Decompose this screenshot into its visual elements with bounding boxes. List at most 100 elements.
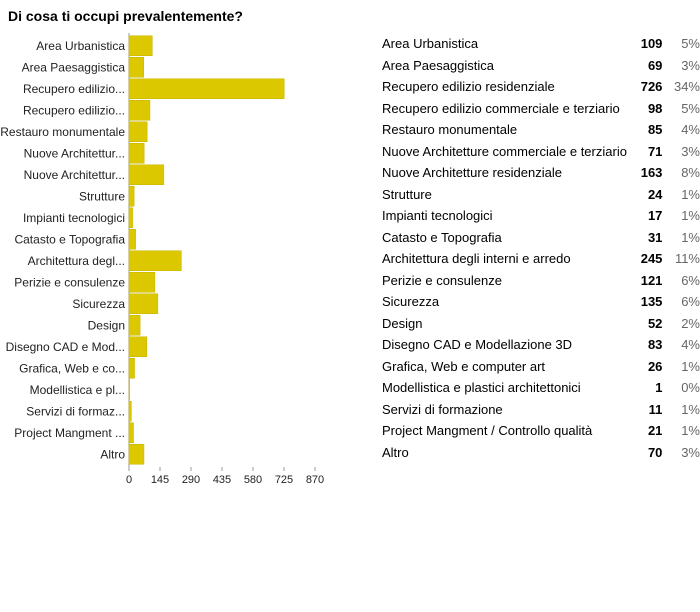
summary-percent: 1%: [681, 358, 700, 374]
x-tick-label: 435: [213, 474, 231, 486]
bar: [128, 336, 147, 357]
bar: [128, 100, 151, 121]
summary-count: 31: [647, 229, 663, 245]
summary-row: Architettura degli interni e arredo 245 11…: [382, 248, 700, 270]
bar-chart: Area Urbanistica Area Paesaggistica Recupe…: [0, 33, 324, 486]
summary-count: 726: [640, 79, 663, 95]
summary-percent: 11%: [674, 251, 700, 267]
bar: [128, 121, 148, 142]
summary-percent: 1%: [681, 423, 700, 439]
summary-row: Recupero edilizio commerciale e terziari…: [382, 98, 700, 120]
summary-category: Impianti tecnologici: [382, 208, 493, 224]
summary-percent: 2%: [681, 315, 700, 331]
summary-row: Altro 70 3%: [382, 442, 700, 464]
bar: [128, 379, 130, 400]
summary-count: 85: [647, 122, 663, 138]
summary-percent: 0%: [681, 380, 700, 396]
summary-row: Nuove Architetture commerciale e terziar…: [382, 141, 700, 163]
summary-percent: 1%: [681, 208, 700, 224]
summary-percent: 5%: [681, 100, 700, 116]
bar: [128, 444, 145, 465]
summary-category: Servizi di formazione: [382, 401, 503, 417]
summary-count: 11: [648, 401, 663, 417]
summary-count: 121: [640, 272, 663, 288]
summary-percent: 8%: [681, 165, 700, 181]
bar: [128, 401, 132, 422]
bar: [128, 78, 285, 99]
summary-row: Strutture 24 1%: [382, 184, 700, 206]
bar: [128, 164, 165, 185]
summary-count: 21: [647, 423, 663, 439]
summary-category: Design: [382, 315, 423, 331]
category-label: Recupero edilizio...: [23, 103, 125, 117]
category-label: Nuove Architettur...: [24, 146, 125, 160]
summary-row: Project Mangment / Controllo qualità 21 1%: [382, 420, 700, 442]
bar: [128, 272, 156, 293]
summary-percent: 1%: [681, 401, 700, 417]
summary-category: Architettura degli interni e arredo: [382, 251, 571, 267]
summary-category: Modellistica e plastici architettonici: [382, 380, 581, 396]
summary-percent: 5%: [681, 36, 700, 52]
summary-category: Grafica, Web e computer art: [382, 358, 546, 374]
chart-title: Di cosa ti occupi prevalentemente?: [8, 8, 243, 24]
category-label: Altro: [100, 447, 125, 461]
summary-category: Perizie e consulenze: [382, 272, 502, 288]
bar: [128, 57, 145, 78]
category-label: Impianti tecnologici: [23, 211, 125, 225]
summary-row: Catasto e Topografia 31 1%: [382, 227, 700, 249]
summary-category: Nuove Architetture commerciale e terziar…: [382, 143, 627, 159]
summary-count: 52: [647, 315, 663, 331]
x-tick-label: 290: [182, 474, 200, 486]
category-label: Strutture: [79, 189, 125, 203]
category-label: Catasto e Topografia: [14, 232, 125, 246]
bar: [128, 35, 153, 56]
category-label: Grafica, Web e co...: [19, 361, 125, 375]
summary-row: Perizie e consulenze 121 6%: [382, 270, 700, 292]
x-tick-label: 580: [244, 474, 262, 486]
bar: [128, 422, 134, 443]
summary-percent: 4%: [681, 122, 700, 138]
x-tick-label: 870: [306, 474, 324, 486]
bar: [128, 358, 135, 379]
summary-category: Area Urbanistica: [382, 36, 479, 52]
summary-table: Area Urbanistica 109 5% Area Paesaggistica 6…: [382, 33, 700, 463]
category-label: Design: [88, 318, 125, 332]
category-label: Nuove Architettur...: [24, 168, 125, 182]
summary-count: 98: [647, 100, 663, 116]
summary-row: Area Paesaggistica 69 3%: [382, 55, 700, 77]
category-label: Area Paesaggistica: [22, 60, 126, 74]
summary-percent: 6%: [681, 294, 700, 310]
summary-count: 26: [647, 358, 663, 374]
x-tick-label: 725: [275, 474, 293, 486]
summary-count: 17: [647, 208, 663, 224]
summary-category: Area Paesaggistica: [382, 57, 495, 73]
category-label: Disegno CAD e Mod...: [6, 340, 125, 354]
summary-category: Project Mangment / Controllo qualità: [382, 423, 593, 439]
bar: [128, 207, 133, 228]
summary-percent: 3%: [681, 143, 700, 159]
summary-count: 109: [640, 36, 663, 52]
bar: [128, 229, 136, 250]
category-label: Project Mangment ...: [14, 426, 125, 440]
bar: [128, 293, 159, 314]
bar: [128, 315, 141, 336]
summary-row: Design 52 2%: [382, 313, 700, 335]
category-label: Perizie e consulenze: [14, 275, 125, 289]
bar: [128, 143, 145, 164]
summary-count: 163: [640, 165, 663, 181]
bar: [128, 186, 135, 207]
summary-row: Grafica, Web e computer art 26 1%: [382, 356, 700, 378]
summary-percent: 4%: [681, 337, 700, 353]
category-label: Architettura degl...: [28, 254, 125, 268]
summary-row: Impianti tecnologici 17 1%: [382, 205, 700, 227]
summary-row: Area Urbanistica 109 5%: [382, 33, 700, 55]
x-tick-label: 145: [151, 474, 169, 486]
summary-percent: 3%: [681, 57, 700, 73]
category-label: Restauro monumentale: [0, 125, 125, 139]
summary-category: Disegno CAD e Modellazione 3D: [382, 337, 573, 353]
summary-row: Sicurezza 135 6%: [382, 291, 700, 313]
summary-row: Disegno CAD e Modellazione 3D 83 4%: [382, 334, 700, 356]
summary-category: Recupero edilizio commerciale e terziari…: [382, 100, 620, 116]
category-label: Servizi di formaz...: [26, 404, 125, 418]
summary-category: Catasto e Topografia: [382, 229, 502, 245]
